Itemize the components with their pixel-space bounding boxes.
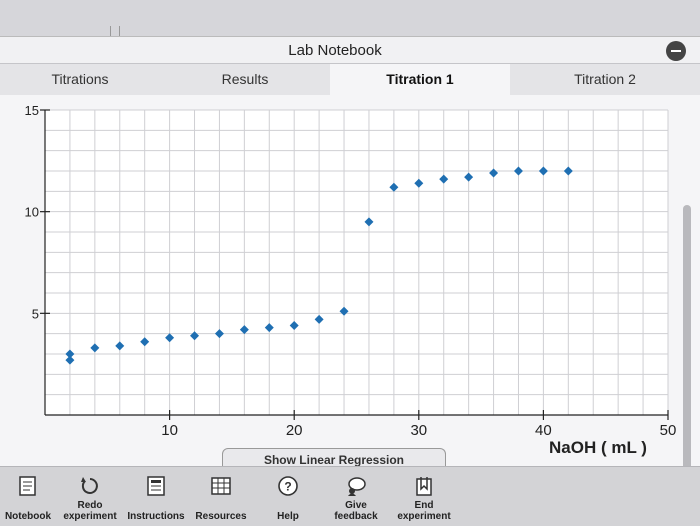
vertical-scrollbar[interactable] — [683, 205, 691, 485]
data-point — [464, 172, 474, 182]
data-point — [289, 321, 299, 331]
data-point — [90, 343, 100, 353]
help-icon: ? — [278, 476, 298, 496]
data-point — [489, 168, 499, 178]
redo-experiment-button[interactable]: Redo experiment — [58, 467, 122, 526]
resources-label: Resources — [195, 511, 247, 522]
tab-bar: Titrations Results Titration 1 Titration… — [0, 63, 700, 95]
data-point — [190, 331, 200, 341]
titration-chart: 10 20 30 40 50 5 10 15 NaOH ( mL ) — [25, 103, 677, 457]
data-point — [364, 217, 374, 227]
redo-experiment-label: Redo experiment — [63, 500, 117, 522]
chart-area: 10 20 30 40 50 5 10 15 NaOH ( mL ) — [0, 95, 700, 485]
data-point — [414, 178, 424, 188]
data-point — [513, 166, 523, 176]
minimize-icon[interactable] — [666, 41, 686, 61]
help-label: Help — [277, 511, 299, 522]
svg-text:?: ? — [284, 480, 291, 494]
data-point — [239, 325, 249, 335]
x-tick-label: 10 — [161, 422, 178, 439]
instructions-icon — [147, 476, 165, 496]
show-linear-regression-button[interactable]: Show Linear Regression — [222, 448, 446, 467]
instructions-button[interactable]: Instructions — [124, 467, 188, 526]
data-point — [65, 355, 75, 365]
data-point — [439, 174, 449, 184]
drag-grip[interactable] — [110, 26, 120, 44]
bottom-toolbar: Notebook Redo experiment Instructions Re… — [0, 466, 700, 526]
data-point — [140, 337, 150, 347]
end-experiment-label: End experiment — [397, 500, 451, 522]
notebook-icon — [19, 476, 36, 496]
x-tick-label: 50 — [660, 422, 677, 439]
x-tick-label: 30 — [410, 422, 427, 439]
data-point — [165, 333, 175, 343]
data-point — [389, 182, 399, 192]
x-tick-label: 20 — [286, 422, 303, 439]
window-title: Lab Notebook — [288, 42, 382, 59]
data-point — [115, 341, 125, 351]
tab-titration-1[interactable]: Titration 1 — [330, 63, 511, 95]
resources-icon — [211, 477, 231, 495]
tab-titrations[interactable]: Titrations — [0, 63, 161, 95]
x-tick-label: 40 — [535, 422, 552, 439]
instructions-label: Instructions — [127, 511, 185, 522]
notebook-button[interactable]: Notebook — [0, 467, 56, 526]
x-axis-label: NaOH ( mL ) — [549, 438, 647, 457]
plot-background — [45, 110, 668, 415]
data-point — [65, 349, 75, 359]
y-tick-label: 10 — [25, 205, 39, 220]
data-point — [538, 166, 548, 176]
data-point — [563, 166, 573, 176]
feedback-icon — [348, 477, 366, 496]
give-feedback-button[interactable]: Give feedback — [326, 467, 386, 526]
redo-icon — [81, 477, 98, 494]
show-linear-regression-label: Show Linear Regression — [263, 453, 405, 467]
data-point — [314, 314, 324, 324]
help-button[interactable]: ? Help — [262, 467, 314, 526]
y-tick-label: 5 — [32, 306, 39, 321]
notebook-label: Notebook — [4, 511, 52, 522]
end-experiment-button[interactable]: End experiment — [392, 467, 456, 526]
give-feedback-label: Give feedback — [334, 500, 378, 522]
tab-titration-2[interactable]: Titration 2 — [510, 63, 700, 95]
end-experiment-icon — [416, 477, 432, 496]
top-strip — [0, 0, 700, 44]
data-point — [214, 329, 224, 339]
lab-notebook-window: Lab Notebook Titrations Results Titratio… — [0, 36, 700, 485]
resources-button[interactable]: Resources — [190, 467, 252, 526]
y-tick-label: 15 — [25, 103, 39, 118]
tab-results[interactable]: Results — [160, 63, 331, 95]
data-point — [264, 323, 274, 333]
data-point — [339, 306, 349, 316]
